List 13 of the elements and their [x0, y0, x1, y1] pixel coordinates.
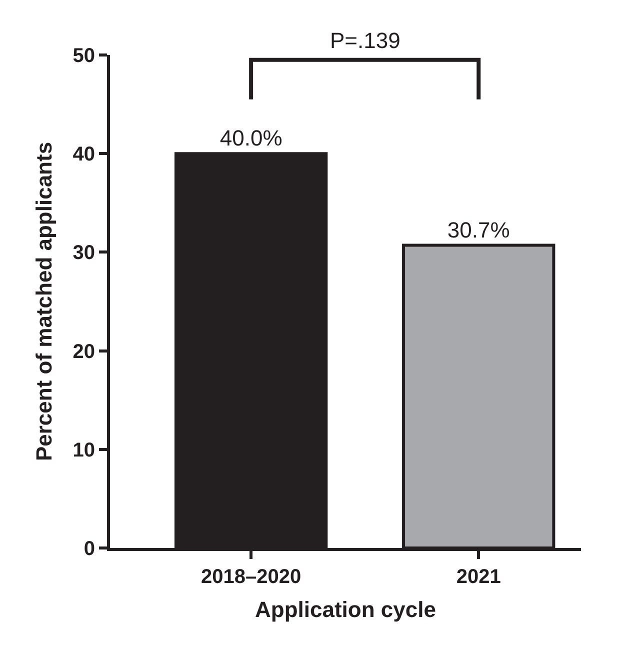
y-axis-title: Percent of matched applicants [32, 142, 57, 462]
y-tick-label: 40 [72, 144, 95, 166]
text: P=.139 [330, 28, 400, 53]
y-tick-label: 20 [72, 340, 95, 363]
y-tick-label: 0 [84, 538, 95, 560]
x-tick-label: 2018–2020 [201, 566, 302, 588]
x-axis-title: Application cycle [255, 596, 436, 622]
data-label: 40.0% [220, 126, 282, 151]
y-tick-label: 10 [72, 439, 95, 462]
x-tick-label: 2021 [456, 566, 501, 588]
data-label: 30.7% [447, 217, 510, 242]
y-tick-label: 30 [72, 242, 95, 264]
y-tick-label: 50 [72, 45, 95, 67]
